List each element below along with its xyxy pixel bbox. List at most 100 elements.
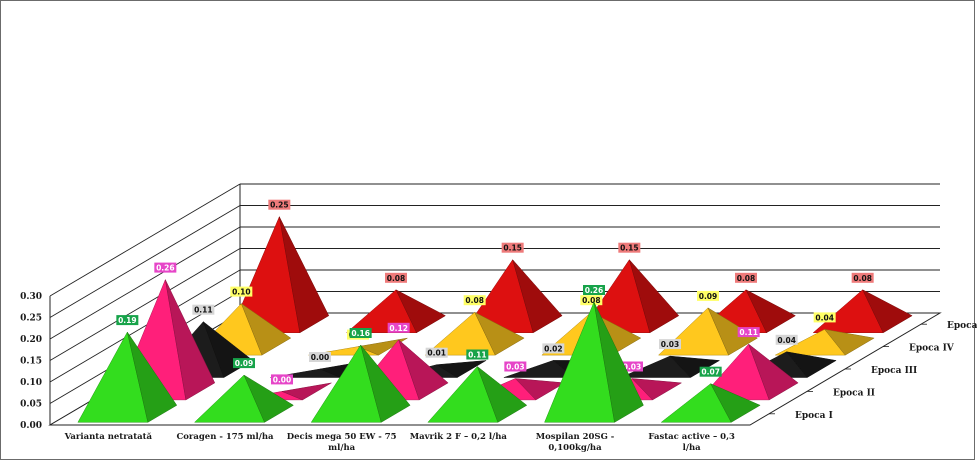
data-label-bg	[501, 242, 524, 253]
data-label-bg	[580, 295, 603, 306]
chart-marks: 0.25 0.08 0.15 0.15 0.08 0.08 0.10 0.00 0.08 0.08…	[77, 199, 913, 423]
data-label-bg	[466, 349, 489, 360]
data-label: 0.00	[271, 374, 293, 385]
data-label-text: 0.26	[156, 264, 175, 273]
pyramid-side-face	[512, 259, 563, 334]
data-label-text: 0.03	[506, 363, 525, 372]
data-label: 0.03	[504, 361, 527, 372]
data-label-text: 0.15	[620, 244, 639, 253]
y-tick-label: 0.10	[20, 378, 42, 388]
data-label: 0.08	[385, 272, 407, 283]
pyramid-side-face	[707, 307, 758, 356]
side-wall-gridline	[49, 226, 241, 340]
data-label-text: 0.26	[585, 286, 604, 295]
data-label-text: 0.16	[351, 329, 370, 338]
pyramid-side-face	[862, 289, 913, 334]
category-label: Coragen - 175 ml/ha	[176, 432, 274, 442]
pyramid-mark	[427, 365, 528, 423]
data-label-text: 0.15	[503, 244, 522, 253]
data-label-bg	[697, 290, 719, 301]
data-label-text: 0.11	[194, 306, 213, 315]
data-label: 0.09	[233, 358, 255, 369]
data-label: 0.15	[618, 242, 641, 253]
y-tick-label: 0.15	[20, 357, 42, 367]
side-wall-gridline	[49, 205, 241, 318]
data-label-bg	[851, 272, 874, 283]
data-label-bg	[737, 327, 760, 338]
data-label-text: 0.04	[815, 313, 834, 322]
data-label-bg	[699, 366, 722, 377]
data-label-bg	[463, 295, 486, 306]
data-label-text: 0.19	[118, 316, 137, 325]
category-label: Mavrik 2 F – 0,2 l/ha	[410, 432, 508, 442]
data-label: 0.15	[501, 242, 524, 253]
data-label-text: 0.08	[387, 274, 406, 283]
pyramid-side-face	[748, 343, 799, 401]
data-label-text: 0.11	[739, 328, 758, 337]
data-label: 0.12	[387, 322, 410, 333]
pyramid-side-face	[240, 302, 292, 356]
y-tick-label: 0.25	[20, 314, 42, 324]
data-label: 0.26	[154, 262, 177, 273]
y-tick-label: 0.30	[20, 292, 42, 302]
data-label-bg	[775, 334, 798, 345]
data-label: 0.25	[268, 199, 291, 210]
data-label-text: 0.03	[623, 363, 642, 372]
data-label: 0.19	[116, 315, 139, 326]
data-label: 0.01	[425, 347, 448, 358]
data-label-bg	[542, 343, 565, 354]
pyramid-mark	[193, 374, 294, 423]
data-label-bg	[621, 361, 643, 372]
data-label-text: 0.07	[701, 368, 720, 377]
y-tick-label: 0.00	[20, 421, 42, 431]
pyramid-mark	[310, 344, 411, 423]
data-label: 0.08	[735, 272, 757, 283]
data-label-bg	[813, 312, 836, 323]
side-wall-gridline	[49, 248, 241, 361]
data-label: 0.10	[230, 286, 253, 297]
data-label: 0.02	[542, 343, 565, 354]
data-label: 0.03	[659, 339, 681, 350]
data-label: 0.08	[463, 295, 486, 306]
data-label-bg	[387, 322, 410, 333]
series-label: Epoca III	[871, 366, 917, 376]
pyramid-mark	[77, 331, 178, 423]
data-label-bg	[271, 374, 293, 385]
data-label: 0.26	[583, 285, 605, 295]
data-label-bg	[116, 315, 139, 326]
data-label-bg	[583, 285, 605, 295]
pyramid-mark	[424, 311, 525, 356]
category-label: Mospilan 20SG -	[536, 432, 615, 442]
pyramid-side-face	[281, 382, 332, 401]
data-label-bg	[309, 352, 331, 362]
pyramid-side-face	[398, 338, 449, 401]
data-label-text: 0.08	[853, 274, 872, 283]
pyramid-side-face	[243, 374, 294, 423]
series-axis: Epoca I Epoca II Epoca III Epoca IV Epoca V	[769, 321, 977, 421]
data-label-bg	[230, 286, 253, 297]
data-label-text: 0.11	[468, 351, 487, 360]
y-tick-label: 0.20	[20, 335, 42, 345]
data-label: 0.11	[737, 327, 760, 338]
side-wall-gridline	[49, 269, 241, 383]
data-label-bg	[233, 358, 255, 369]
category-label: Decis mega 50 EW - 75	[287, 432, 397, 442]
data-label-bg	[349, 328, 372, 338]
data-label: 0.03	[621, 361, 643, 372]
data-label-bg	[618, 242, 641, 253]
data-label-bg	[268, 199, 291, 210]
series-label: Epoca V	[947, 321, 977, 331]
data-label: 0.11	[466, 349, 489, 360]
data-label-bg	[735, 272, 757, 283]
data-label-bg	[192, 304, 215, 315]
pyramid-side-face	[514, 378, 566, 401]
data-label-text: 0.04	[777, 336, 796, 345]
data-label: 0.11	[192, 304, 215, 315]
pyramid-side-face	[593, 301, 644, 423]
data-label-text: 0.09	[235, 359, 254, 368]
pyramid-side-face	[360, 344, 411, 423]
category-label: ml/ha	[328, 443, 356, 453]
data-label-text: 0.25	[270, 201, 289, 210]
data-label: 0.09	[697, 290, 719, 301]
